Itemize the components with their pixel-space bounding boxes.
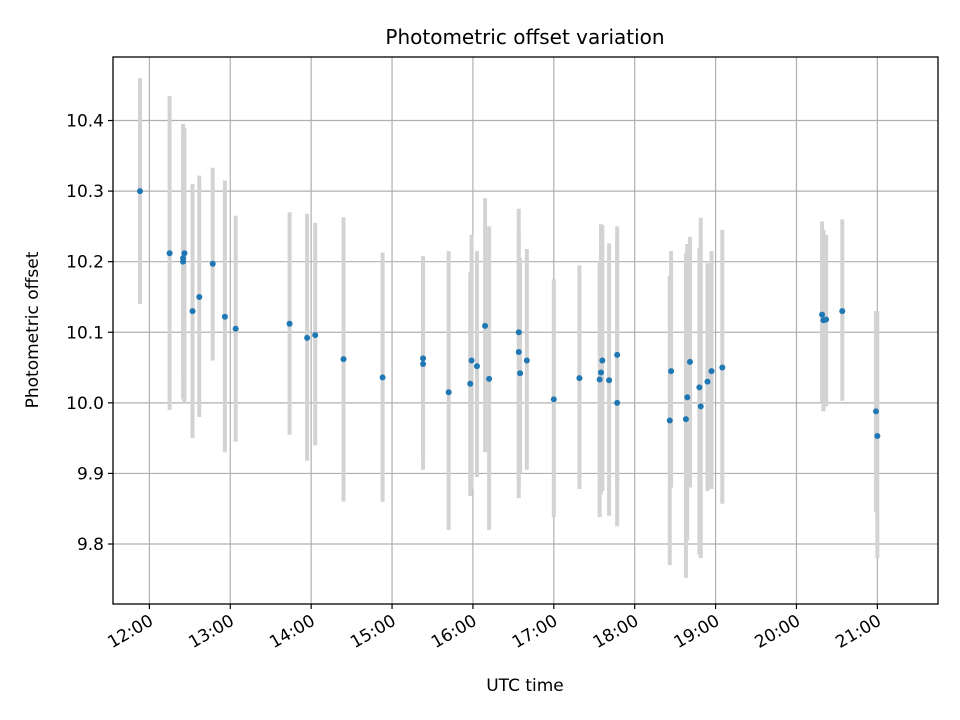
data-point — [614, 351, 621, 358]
data-point — [340, 356, 347, 363]
data-point — [708, 368, 715, 375]
data-point — [420, 361, 427, 368]
data-point — [523, 357, 530, 364]
data-point — [874, 433, 881, 440]
data-points — [136, 188, 881, 440]
data-point — [576, 375, 583, 382]
data-point — [136, 188, 143, 195]
data-point — [445, 389, 452, 396]
y-tick-label: 10.3 — [66, 182, 104, 202]
data-point — [468, 357, 475, 364]
data-point — [517, 370, 524, 377]
data-point — [872, 408, 879, 415]
data-point — [181, 250, 188, 257]
data-point — [697, 403, 704, 410]
data-point — [682, 416, 689, 423]
data-point — [696, 384, 703, 391]
y-tick-label: 9.9 — [77, 464, 104, 484]
data-point — [379, 374, 386, 381]
data-point — [304, 334, 311, 341]
y-tick-label: 9.8 — [77, 535, 104, 555]
data-point — [467, 380, 474, 387]
data-point — [839, 308, 846, 315]
data-point — [180, 258, 187, 265]
data-point — [550, 396, 557, 403]
data-point — [221, 313, 228, 320]
data-point — [823, 316, 830, 323]
data-point — [286, 320, 293, 327]
chart-title: Photometric offset variation — [385, 25, 664, 49]
data-point — [614, 399, 621, 406]
y-tick-label: 10.0 — [66, 394, 104, 414]
data-point — [486, 375, 493, 382]
data-point — [515, 349, 522, 356]
data-point — [704, 378, 711, 385]
data-point — [596, 376, 603, 383]
data-point — [482, 322, 489, 329]
data-point — [420, 355, 427, 362]
data-point — [473, 363, 480, 370]
data-point — [209, 260, 216, 267]
data-point — [166, 250, 173, 257]
data-point — [599, 357, 606, 364]
data-point — [232, 325, 239, 332]
data-point — [684, 394, 691, 401]
y-axis-label: Photometric offset — [23, 251, 43, 408]
data-point — [686, 358, 693, 365]
y-tick-label: 10.4 — [66, 112, 104, 132]
data-point — [668, 368, 675, 375]
data-point — [819, 311, 826, 318]
y-axis-ticks: 9.8 9.9 10.0 10.1 10.2 10.3 10.4 — [66, 112, 113, 555]
data-point — [666, 417, 673, 424]
x-axis-label: UTC time — [486, 676, 564, 696]
data-point — [606, 377, 613, 384]
data-point — [312, 332, 319, 339]
y-tick-label: 10.2 — [66, 253, 104, 273]
plot-frame — [112, 56, 939, 605]
data-point — [196, 293, 203, 300]
y-tick-label: 10.1 — [66, 323, 104, 343]
data-point — [189, 308, 196, 315]
data-point — [597, 369, 604, 376]
data-point — [719, 364, 726, 371]
data-point — [515, 329, 522, 336]
